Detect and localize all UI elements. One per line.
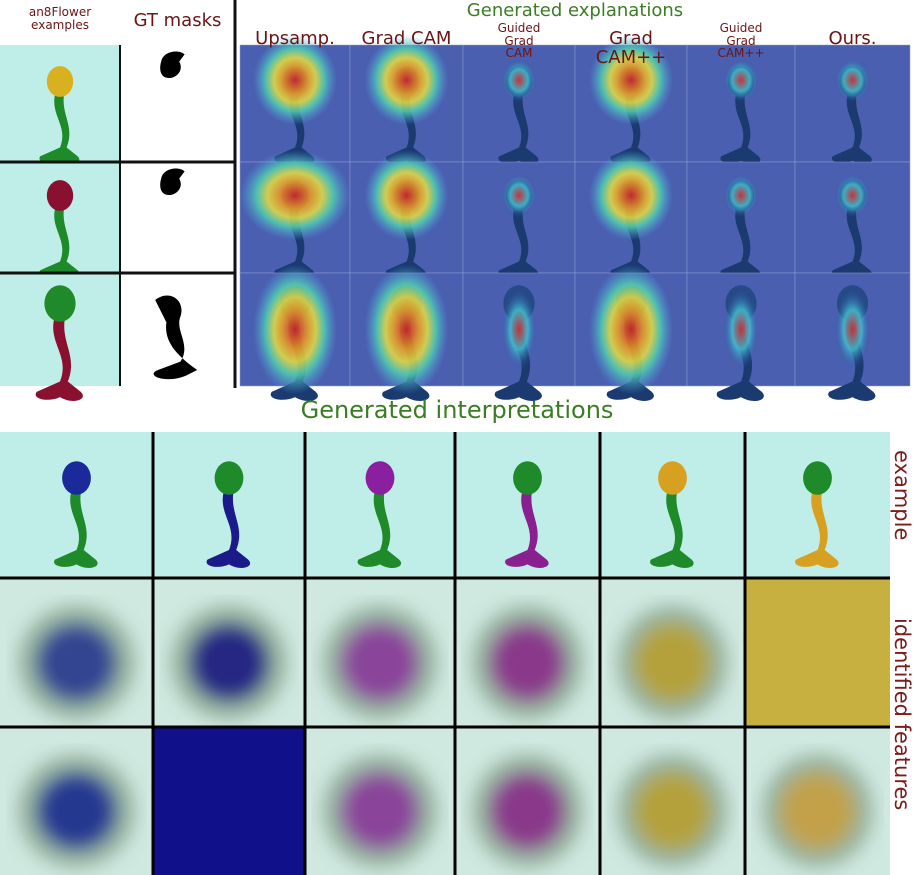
feature-blob	[617, 755, 727, 867]
flower-head	[658, 461, 687, 495]
feature-blob	[617, 606, 727, 719]
method-header: Ours.	[795, 30, 910, 49]
feature-blob-core	[781, 774, 854, 848]
flower-head	[62, 461, 91, 495]
gt-mask-shape	[154, 295, 198, 379]
feature-blob-core	[636, 774, 709, 848]
feature-blob-core	[491, 774, 564, 848]
saliency	[723, 58, 759, 102]
heatmap	[365, 150, 449, 240]
method-header: Guided Grad CAM	[463, 22, 575, 60]
feature-blob-core	[38, 625, 115, 700]
figure	[0, 0, 914, 875]
left-header: an8Flower examples	[2, 6, 118, 31]
feature-blob	[472, 755, 582, 867]
heatmap	[240, 150, 350, 240]
heatmap	[365, 265, 449, 395]
saliency	[501, 173, 537, 217]
gt-mask	[154, 295, 198, 379]
feature-blob-core	[636, 625, 709, 700]
feature-cell	[153, 727, 305, 875]
left-header: GT masks	[120, 12, 235, 31]
saliency	[723, 173, 759, 217]
feature-blob	[18, 755, 134, 867]
bottom-title: Generated interpretations	[0, 398, 914, 423]
row-label: identified features	[890, 618, 914, 810]
feature-blob-core	[191, 625, 267, 700]
saliency	[501, 290, 537, 370]
saliency	[835, 290, 871, 370]
flower-head	[47, 180, 73, 211]
gt-mask-shape	[160, 51, 184, 78]
method-header: Upsamp.	[240, 30, 350, 49]
flower-head	[366, 461, 395, 495]
method-header: Grad CAM	[350, 30, 463, 49]
feature-blob	[171, 606, 287, 719]
heatmap	[253, 265, 337, 395]
row-label: example	[890, 450, 914, 540]
feature-blob	[323, 606, 437, 719]
gt-mask-shape	[160, 168, 184, 195]
gt-mask	[160, 51, 184, 78]
flower-head	[803, 461, 832, 495]
heatmap	[589, 150, 673, 240]
feature-blob-core	[491, 625, 564, 700]
saliency	[501, 58, 537, 102]
flower-head	[215, 461, 244, 495]
flower-head	[47, 66, 73, 97]
saliency	[723, 290, 759, 370]
saliency	[835, 173, 871, 217]
feature-blob-core	[343, 774, 418, 848]
feature-blob	[18, 606, 134, 719]
feature-blob-core	[343, 625, 418, 700]
method-header: Grad CAM++	[575, 30, 687, 68]
heatmap	[589, 265, 673, 395]
gt-mask	[160, 168, 184, 195]
feature-blob	[323, 755, 437, 867]
page: an8Flower examples GT masks Generated ex…	[0, 0, 914, 875]
saliency	[835, 58, 871, 102]
feature-blob	[762, 755, 872, 867]
feature-cell	[745, 578, 890, 727]
flower-head	[44, 285, 75, 321]
method-header: Guided Grad CAM++	[687, 22, 795, 60]
feature-blob	[472, 606, 582, 719]
flower-head	[513, 461, 542, 495]
top-title: Generated explanations	[240, 2, 910, 21]
feature-blob-core	[38, 774, 115, 848]
